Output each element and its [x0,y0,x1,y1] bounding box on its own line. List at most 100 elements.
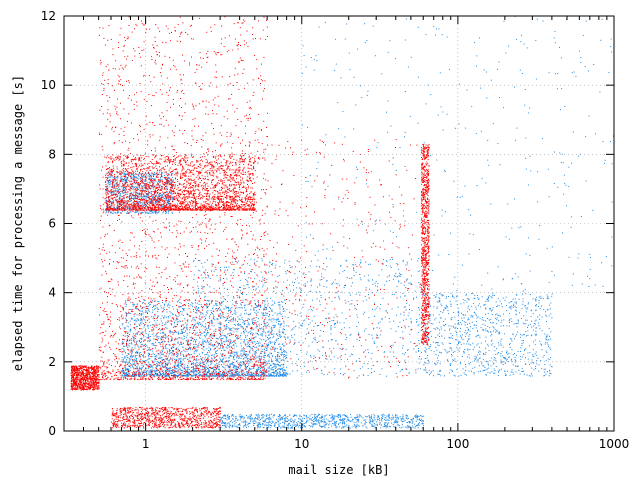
data-point [323,417,325,419]
data-point [161,187,163,189]
data-point [166,370,168,372]
data-point [222,356,224,358]
data-point [288,422,290,424]
data-point [166,195,168,197]
data-point [237,355,238,357]
data-point [378,274,380,276]
data-point [135,179,137,181]
data-point [272,416,274,418]
data-point [143,336,145,338]
data-point [306,415,307,417]
data-point [230,345,232,347]
data-point [325,352,326,354]
data-point [318,419,320,421]
data-point [407,278,409,280]
data-point [254,272,256,274]
data-point [180,333,182,334]
data-point [346,337,348,338]
data-point [217,322,219,324]
data-point [220,304,222,306]
data-point [251,347,253,349]
data-point [322,346,324,348]
data-point [150,188,151,190]
data-point [158,180,160,182]
data-point [367,368,369,370]
data-point [303,418,305,419]
data-point [234,365,236,367]
data-point [410,341,412,343]
data-point [310,356,312,358]
data-point [143,306,145,308]
data-point [157,361,159,362]
data-point [268,373,270,375]
data-point [372,421,374,422]
data-point [255,350,256,352]
data-point [405,309,407,311]
data-point [247,318,249,320]
data-point [407,315,409,317]
data-point [253,338,255,340]
data-point [244,322,246,324]
data-point [150,371,152,373]
data-point [313,418,315,420]
data-point [149,303,151,305]
data-point [276,364,278,365]
data-point [125,193,126,195]
data-point [254,311,256,313]
data-point [217,308,219,310]
data-point [209,278,211,279]
data-point [137,374,139,376]
data-point [276,418,277,420]
data-point [137,200,139,202]
data-point [233,258,235,260]
data-point [151,360,153,362]
data-point [126,325,128,327]
data-point [243,304,245,306]
data-point [342,422,344,424]
data-point [188,348,190,349]
data-point [179,369,181,371]
data-point [139,373,141,375]
data-point [257,275,259,277]
data-point [277,364,279,365]
data-point [253,286,255,287]
data-point [160,177,162,179]
data-point [195,305,197,307]
data-point [404,327,406,329]
data-point [268,424,270,426]
data-point [371,334,373,336]
data-point [217,318,218,320]
data-point [149,211,151,213]
data-point [176,348,177,349]
data-point [136,326,138,327]
data-point [200,303,202,305]
data-point [164,337,166,338]
data-point [158,357,160,359]
data-point [237,260,239,262]
data-point [148,349,149,351]
data-point [256,350,258,352]
data-point [323,285,325,287]
data-point [220,335,222,337]
data-point [115,212,116,214]
data-point [146,198,148,200]
data-point [262,373,264,375]
data-point [406,369,408,370]
data-point [171,354,173,356]
data-point [110,191,112,193]
data-point [162,370,164,372]
data-point [273,326,275,328]
data-point [130,329,131,331]
data-point [224,335,225,337]
data-point [376,423,378,425]
data-point [168,372,170,374]
data-point [157,338,159,340]
data-point [119,194,121,196]
data-point [340,420,342,422]
data-point [280,349,282,351]
data-point [388,416,389,418]
data-point [224,350,226,351]
data-point [360,345,362,347]
data-point [284,333,286,335]
data-point [418,362,420,364]
